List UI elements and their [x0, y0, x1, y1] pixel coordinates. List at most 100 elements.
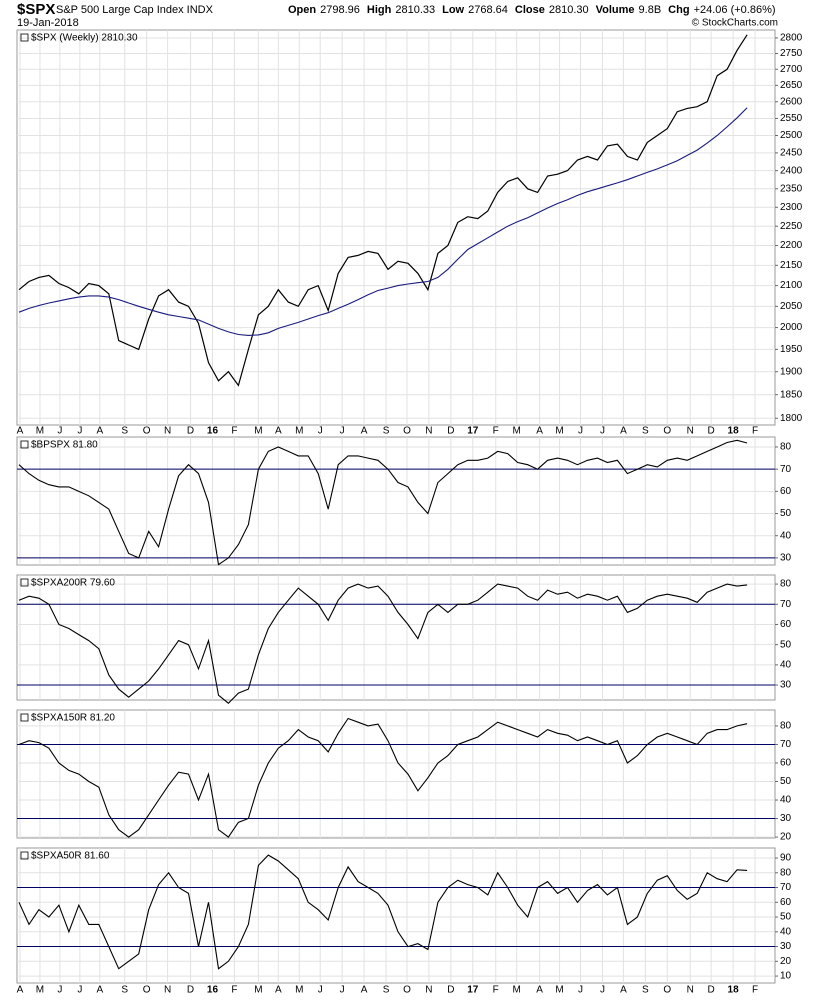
- y-tick-label: 2550: [780, 113, 803, 124]
- x-tick-label: M: [513, 426, 521, 437]
- y-tick-label: 70: [780, 882, 792, 893]
- panel: [16, 29, 776, 426]
- x-tick-label: S: [642, 426, 649, 437]
- x-tick-label: J: [578, 985, 583, 996]
- y-tick-label: 70: [780, 739, 792, 750]
- quote-value: 2810.33: [395, 4, 435, 16]
- series-line: [18, 854, 748, 970]
- x-tick-label: M: [36, 985, 44, 996]
- x-tick-label: A: [275, 985, 282, 996]
- x-tick-label: A: [17, 985, 24, 996]
- y-tick-label: 2600: [780, 96, 803, 107]
- panel-icon: [20, 440, 29, 449]
- x-tick-label: M: [36, 426, 44, 437]
- x-tick-label: S: [383, 985, 390, 996]
- x-tick-label: A: [17, 426, 24, 437]
- series-line: [18, 583, 748, 704]
- panel-title: $SPXA200R 79.60: [31, 578, 115, 589]
- y-tick-label: 30: [780, 941, 792, 952]
- y-tick-label: 2300: [780, 202, 803, 213]
- x-tick-label: D: [187, 985, 194, 996]
- quote-label: Close: [515, 4, 545, 16]
- y-tick-label: 60: [780, 758, 792, 769]
- panel-icon: [20, 713, 29, 722]
- x-tick-label: J: [340, 985, 345, 996]
- x-tick-label: A: [620, 426, 627, 437]
- y-tick-label: 1800: [780, 413, 803, 424]
- x-tick-label: S: [383, 426, 390, 437]
- panel-icon: [20, 578, 29, 587]
- y-tick-label: 80: [780, 442, 792, 453]
- x-tick-label: F: [231, 426, 237, 437]
- y-tick-label: 60: [780, 619, 792, 630]
- y-tick-label: 2650: [780, 80, 803, 91]
- x-tick-label: M: [295, 985, 303, 996]
- series-line: [18, 717, 748, 838]
- y-tick-label: 1950: [780, 344, 803, 355]
- y-tick-label: 50: [780, 508, 792, 519]
- quote-label: Volume: [596, 4, 635, 16]
- x-tick-label: O: [663, 985, 671, 996]
- x-tick-label: F: [493, 426, 499, 437]
- y-tick-label: 2250: [780, 221, 803, 232]
- panel: [16, 847, 776, 984]
- x-tick-label: D: [708, 426, 715, 437]
- x-tick-label: J: [57, 985, 62, 996]
- x-tick-label: N: [164, 985, 171, 996]
- y-tick-label: 80: [780, 721, 792, 732]
- x-tick-label: F: [493, 985, 499, 996]
- x-tick-label: M: [513, 985, 521, 996]
- x-tick-label: J: [578, 426, 583, 437]
- x-tick-label: S: [642, 985, 649, 996]
- panel: [16, 709, 776, 839]
- y-tick-label: 70: [780, 599, 792, 610]
- quote-value: +24.06 (+0.86%): [694, 4, 776, 16]
- quote-value: 2798.96: [320, 4, 360, 16]
- y-tick-label: 2500: [780, 130, 803, 141]
- y-tick-label: 2150: [780, 260, 803, 271]
- y-tick-label: 10: [780, 971, 792, 982]
- quote-value: 2810.30: [549, 4, 589, 16]
- y-tick-label: 50: [780, 912, 792, 923]
- quote-label: High: [367, 4, 392, 16]
- x-tick-label: A: [536, 985, 543, 996]
- x-tick-label: J: [77, 426, 82, 437]
- x-tick-label: N: [687, 985, 694, 996]
- panel: [16, 436, 776, 566]
- y-tick-label: 40: [780, 795, 792, 806]
- x-tick-label: N: [687, 426, 694, 437]
- x-tick-label: F: [752, 985, 758, 996]
- quote-label: Chg: [668, 4, 689, 16]
- y-tick-label: 40: [780, 926, 792, 937]
- x-tick-label: N: [164, 426, 171, 437]
- x-tick-label: M: [254, 985, 262, 996]
- y-tick-label: 50: [780, 639, 792, 650]
- y-tick-label: 2200: [780, 240, 803, 251]
- x-tick-label: J: [318, 426, 323, 437]
- x-tick-label: J: [318, 985, 323, 996]
- x-tick-label: 17: [467, 426, 479, 437]
- x-tick-label: 18: [728, 426, 740, 437]
- x-tick-label: S: [121, 426, 128, 437]
- y-tick-label: 20: [780, 956, 792, 967]
- x-tick-label: F: [752, 426, 758, 437]
- x-tick-label: J: [340, 426, 345, 437]
- y-tick-label: 2750: [780, 48, 803, 59]
- y-tick-label: 2400: [780, 165, 803, 176]
- quote: Open 2798.96 High 2810.33 Low 2768.64 Close 281…: [288, 4, 776, 16]
- x-tick-label: S: [121, 985, 128, 996]
- series-line: [18, 34, 748, 387]
- y-tick-label: 2700: [780, 64, 803, 75]
- x-tick-label: D: [187, 426, 194, 437]
- series-line: [18, 107, 748, 336]
- x-tick-label: 16: [207, 985, 219, 996]
- credit: © StockCharts.com: [692, 18, 778, 29]
- y-tick-label: 1900: [780, 366, 803, 377]
- panel: [16, 574, 776, 701]
- x-tick-label: N: [425, 426, 432, 437]
- x-tick-label: N: [425, 985, 432, 996]
- y-tick-label: 40: [780, 660, 792, 671]
- y-tick-label: 60: [780, 486, 792, 497]
- y-tick-label: 90: [780, 853, 792, 864]
